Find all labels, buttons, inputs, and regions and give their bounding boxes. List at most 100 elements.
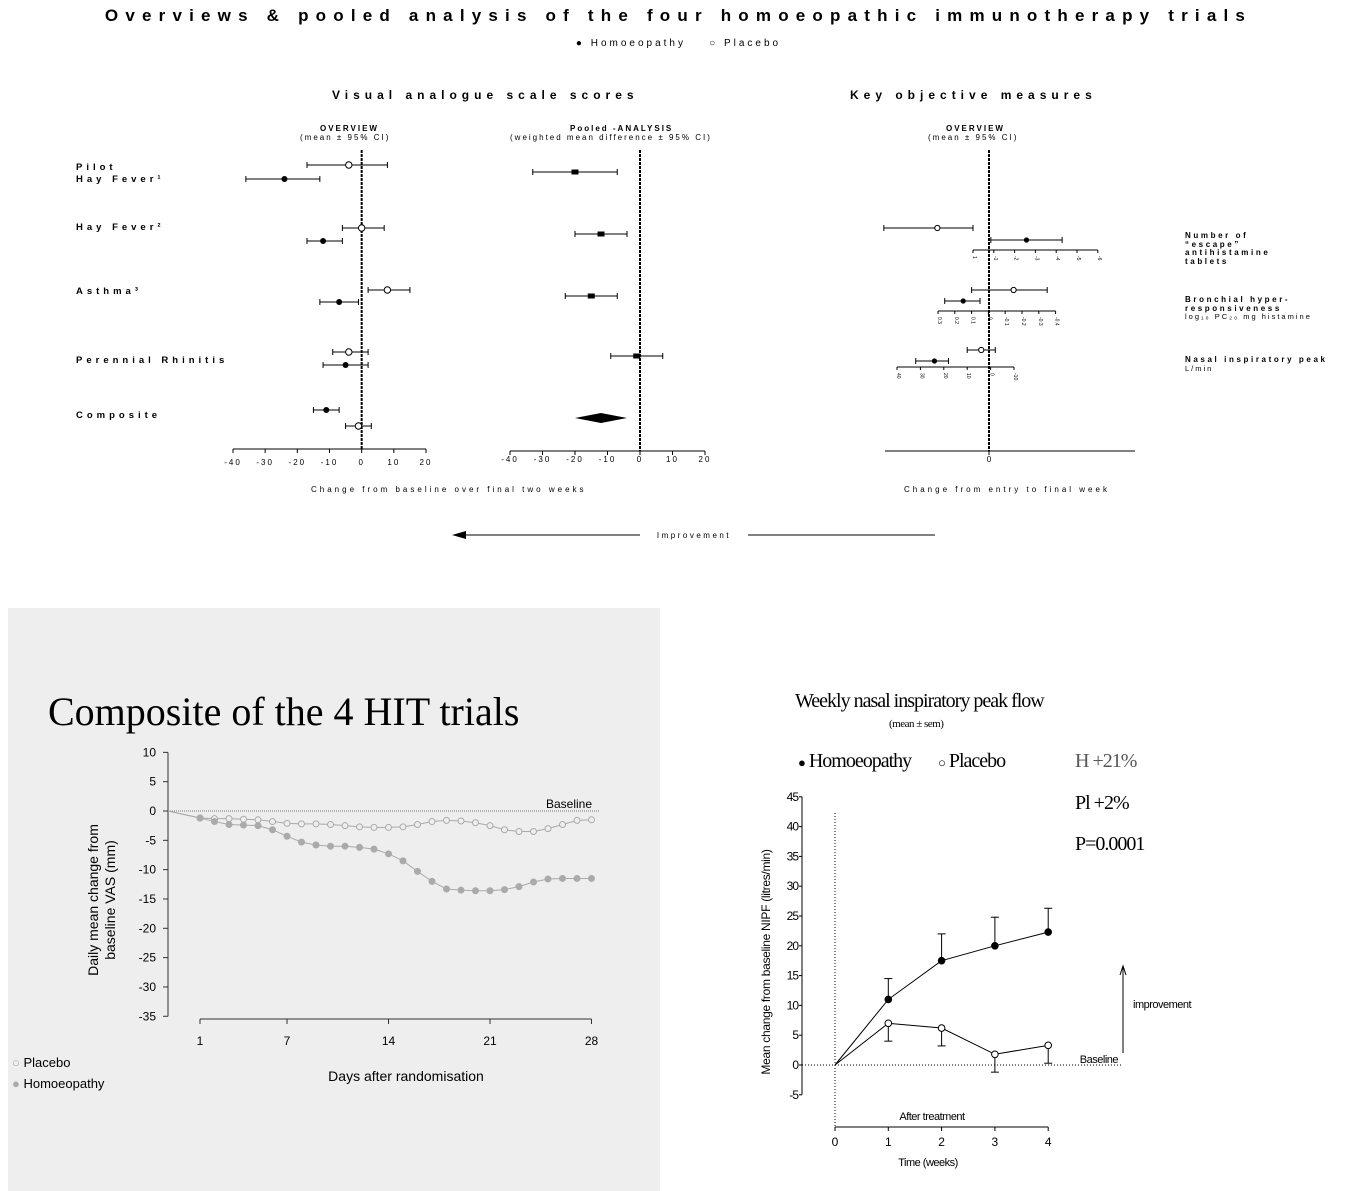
nipf-y-tick-label: 20 <box>787 939 800 953</box>
composite-legend-homoeopathy: ● Homoeopathy <box>12 1076 104 1091</box>
pooled-tick-label: -30 <box>534 455 552 464</box>
nipf-legend-homoeopathy: ● Homoeopathy <box>798 750 912 773</box>
objective-sub-tick-label: 10 <box>965 373 971 379</box>
objective-tick-label: 0 <box>987 455 992 464</box>
composite-x-tick-label: 14 <box>382 1034 396 1048</box>
nipf-y-tick-label: 15 <box>787 969 800 983</box>
obj-label-nasal-1: Nasal inspiratory peak <box>1185 356 1328 364</box>
objective-placebo-point <box>978 346 985 354</box>
trial-label-pilot: Pilot Hay Fever¹ <box>76 162 165 186</box>
top-legend: ● Homoeopathy ○ Placebo <box>0 38 1357 49</box>
composite-homoeopathy-point <box>196 814 204 822</box>
pooled-point <box>633 353 641 359</box>
trial-label-pilot-line1: Pilot <box>76 162 117 173</box>
composite-homoeopathy-point <box>269 826 276 834</box>
legend-placebo-label: Placebo <box>723 38 782 49</box>
nipf-homoeopathy-point <box>937 956 946 965</box>
composite-homoeopathy-point <box>298 838 305 846</box>
obj-label-bronch: Bronchial hyper- responsiveness log₁₀ PC… <box>1185 296 1357 322</box>
nipf-y-tick-label: 10 <box>787 998 800 1012</box>
pooled-tick-label: 10 <box>666 455 679 464</box>
obj-label-escape: Number of “escape” antihistamine tablets <box>1185 231 1271 266</box>
composite-baseline-label: Baseline <box>546 797 592 811</box>
composite-placebo-point <box>298 820 305 828</box>
obj-x-label: Change from entry to final week <box>904 485 1110 494</box>
composite-placebo-point <box>356 823 363 831</box>
section-title-objective: Key objective measures <box>850 88 1097 102</box>
objective-sub-tick-label: 20 <box>942 373 948 379</box>
pooled-point <box>587 293 595 299</box>
overview-tick-label: -40 <box>224 458 242 467</box>
nipf-y-tick-label: 45 <box>787 790 800 804</box>
improvement-label: Improvement <box>657 531 731 540</box>
composite-homoeopathy-point <box>414 867 421 875</box>
composite-homoeopathy-point <box>312 841 320 849</box>
vas-x-label: Change from baseline over final two week… <box>311 485 587 494</box>
nipf-homoeopathy-point <box>1044 928 1053 936</box>
nipf-y-tick-label: 40 <box>787 820 800 834</box>
nipf-chart: 45 40 35 30 25 20 15 10 5 0 -5 0 1 2 3 4 Time (weeks) Bas… <box>759 790 1192 1169</box>
objective-sub-tick-label: 0.1 <box>970 317 976 324</box>
objective-sub-tick-label: 1 <box>971 256 977 259</box>
objective-sub-tick-label: -10 <box>1012 373 1018 380</box>
composite-homoeopathy-point <box>486 887 494 895</box>
overview-tick-label: 0 <box>358 458 364 467</box>
nipf-annotation-pl: Pl +2% <box>1075 792 1130 814</box>
composite-homoeopathy-point <box>225 820 233 828</box>
composite-placebo-point <box>515 828 523 836</box>
objective-sub-tick-label: -0.3 <box>1037 317 1043 326</box>
forest-plot: -40 -30 -20 -10 0 10 20 -40 -30 -20 -10 0 10 20 01 -1… <box>224 150 1135 540</box>
objective-sub-tick-label: 0 <box>989 373 995 376</box>
nipf-annotation-p: P=0.0001 <box>1075 833 1145 855</box>
forest-objective-panel: 0 1 -1 -2 -3 -4 -5 -6 0.3 0.2 0.1 0 -0.1 -0.2 -0.3 -0.4… <box>883 150 1135 464</box>
trial-label-composite: Composite <box>76 410 162 421</box>
composite-placebo-point <box>573 816 581 824</box>
composite-homoeopathy-point <box>254 822 262 830</box>
nipf-legend-placebo: ○ Placebo <box>938 750 1006 773</box>
composite-homoeopathy-point <box>457 886 465 894</box>
obj-label-nasal-2: L/min <box>1185 363 1214 373</box>
legend-homoeopathy-label: Homoeopathy <box>590 38 686 49</box>
obj-label-escape-3: antihistamine <box>1185 248 1271 257</box>
composite-homoeopathy-point <box>327 842 334 850</box>
composite-placebo-point <box>312 820 320 828</box>
nipf-y-tick-label: 25 <box>787 909 800 923</box>
overview-placebo-point <box>354 422 363 430</box>
objective-sub-tick-label: 0 <box>986 317 992 320</box>
composite-placebo-point <box>254 816 262 824</box>
composite-homoeopathy-point <box>370 845 378 853</box>
composite-y-tick-label: -15 <box>139 892 157 906</box>
overview-tick-label: 10 <box>387 458 400 467</box>
composite-x-tick-label: 7 <box>284 1034 291 1048</box>
nipf-baseline-label: Baseline <box>1080 1054 1119 1066</box>
nipf-legend-homoeopathy-label: Homoeopathy <box>808 750 912 772</box>
overview-tick-label: -20 <box>289 458 307 467</box>
composite-homoeopathy-point <box>573 874 581 882</box>
objective-homoeopathy-point <box>931 358 938 364</box>
composite-homoeopathy-point <box>530 878 537 886</box>
objective-sub-tick-label: -0.2 <box>1020 317 1026 326</box>
composite-x-tick-label: 21 <box>483 1034 497 1048</box>
composite-homoeopathy-point <box>399 857 407 865</box>
composite-y-tick-label: -25 <box>139 951 157 965</box>
composite-placebo-point <box>385 823 392 831</box>
pooled-tick-label: 20 <box>699 455 712 464</box>
nipf-placebo-point <box>991 1050 999 1059</box>
composite-y-tick-label: -10 <box>139 863 157 877</box>
composite-x-tick-label: 28 <box>585 1034 599 1048</box>
objective-placebo-point <box>1010 286 1017 294</box>
overview-tick-label: 20 <box>420 458 433 467</box>
nipf-placebo-point <box>1044 1041 1053 1050</box>
composite-legend-placebo: ○ Placebo <box>12 1055 70 1070</box>
composite-homoeopathy-point <box>588 874 595 882</box>
composite-placebo-point <box>341 822 349 830</box>
composite-y-tick-label: -30 <box>139 980 157 994</box>
objective-homoeopathy-point <box>960 298 966 304</box>
composite-homoeopathy-point <box>443 885 450 893</box>
composite-placebo-point <box>428 818 436 826</box>
composite-placebo-point <box>414 820 421 828</box>
composite-placebo-point <box>472 819 479 827</box>
nipf-legend-placebo-marker: ○ <box>938 755 946 770</box>
composite-placebo-point <box>269 818 276 826</box>
composite-homoeopathy-point <box>472 887 479 895</box>
